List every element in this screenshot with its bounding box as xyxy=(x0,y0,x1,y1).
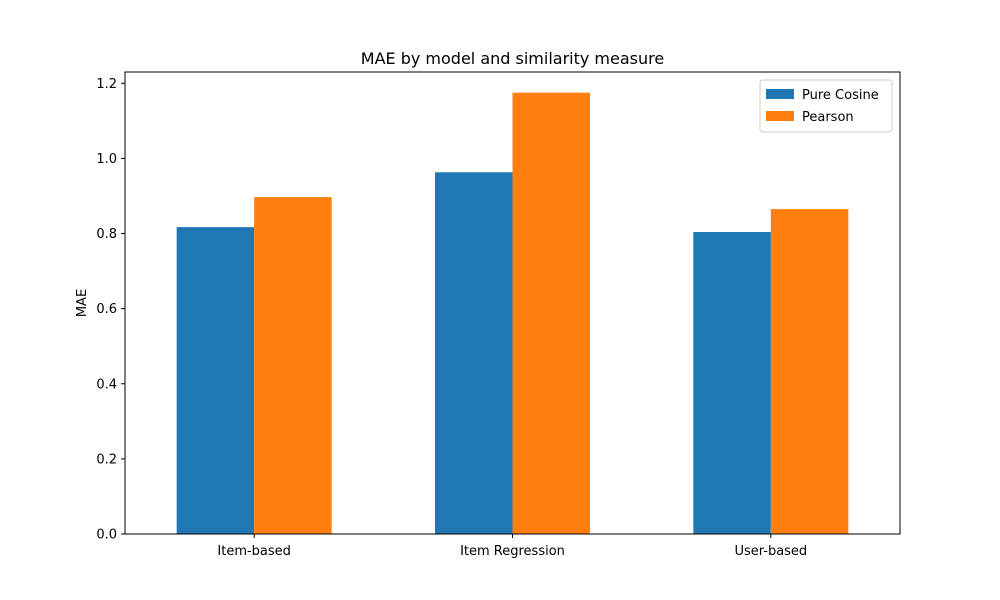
legend-label: Pure Cosine xyxy=(802,88,879,103)
legend-label: Pearson xyxy=(802,110,854,125)
y-tick-label: 0.4 xyxy=(96,377,117,392)
y-tick-label: 0.2 xyxy=(96,452,117,467)
x-tick-label: User-based xyxy=(734,544,807,559)
bars-layer xyxy=(176,92,849,535)
bar-pearson-item-based xyxy=(254,197,332,534)
chart-title: MAE by model and similarity measure xyxy=(361,49,664,68)
y-tick-label: 0.8 xyxy=(96,227,117,242)
legend-swatch xyxy=(766,89,794,99)
bar-pearson-user-based xyxy=(770,209,849,534)
bar-pearson-item-regression xyxy=(512,92,590,534)
x-tick-label: Item Regression xyxy=(460,544,565,559)
y-axis: 0.0 0.2 0.4 0.6 0.8 1.0 1.2 xyxy=(96,77,125,543)
legend-swatch xyxy=(766,111,794,121)
legend: Pure Cosine Pearson xyxy=(759,79,893,133)
bar-pure-cosine-item-regression xyxy=(435,172,513,535)
bar-pure-cosine-item-based xyxy=(176,227,255,534)
bar-pure-cosine-user-based xyxy=(693,232,771,534)
y-tick-label: 1.2 xyxy=(96,77,117,92)
x-axis: Item-based Item Regression User-based xyxy=(217,534,807,559)
y-tick-label: 1.0 xyxy=(96,152,117,167)
y-tick-label: 0.6 xyxy=(96,302,117,317)
y-tick-label: 0.0 xyxy=(96,528,117,543)
x-tick-label: Item-based xyxy=(217,544,291,559)
y-axis-label: MAE xyxy=(75,289,90,317)
